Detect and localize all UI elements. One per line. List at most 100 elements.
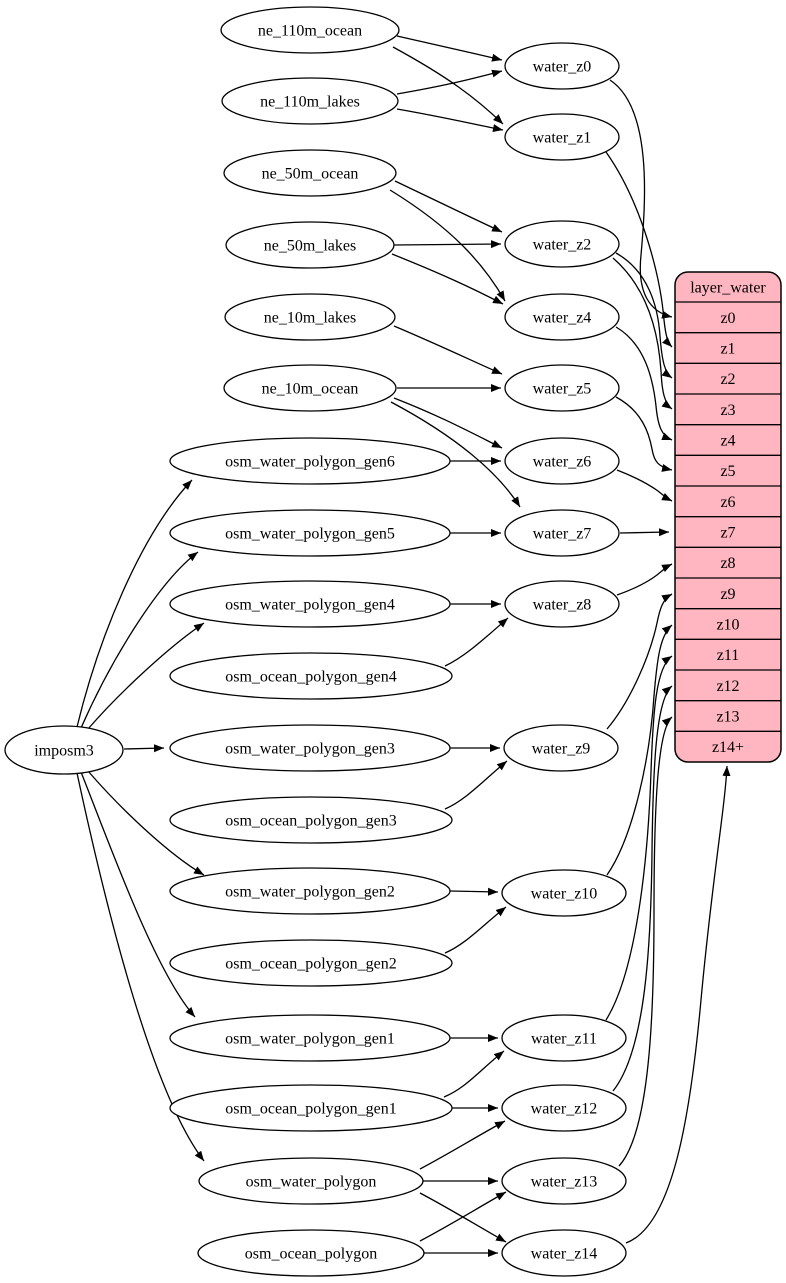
edge-ne_10m_ocean-water_z6 bbox=[393, 397, 503, 449]
node-water_z9-label: water_z9 bbox=[532, 741, 591, 758]
node-water_z0-label: water_z0 bbox=[533, 59, 592, 76]
node-osm_water_polygon_gen2: osm_water_polygon_gen2 bbox=[169, 867, 451, 915]
node-osm_ocean_polygon-label: osm_ocean_polygon bbox=[245, 1246, 377, 1263]
edge-water_z2-layer_water-z3 bbox=[612, 257, 673, 410]
node-osm_ocean_polygon: osm_ocean_polygon bbox=[197, 1229, 425, 1277]
node-osm_ocean_polygon_gen3-label: osm_ocean_polygon_gen3 bbox=[225, 813, 397, 830]
node-osm_water_polygon_gen6-label: osm_water_polygon_gen6 bbox=[225, 454, 395, 471]
table-row-z6: z6 bbox=[720, 494, 735, 511]
node-water_z8-label: water_z8 bbox=[533, 597, 592, 614]
table-layer_water-title: layer_water bbox=[690, 280, 766, 297]
edge-osm_ocean_polygon_gen2-water_z10 bbox=[444, 906, 507, 954]
node-osm_ocean_polygon_gen3: osm_ocean_polygon_gen3 bbox=[169, 796, 453, 844]
node-water_z6-label: water_z6 bbox=[533, 454, 592, 471]
edge-water_z9-layer_water-z9 bbox=[606, 593, 673, 730]
table-layer_water: layer_water z0 z1 z2 z3 z4 z5 z6 z7 z8 z… bbox=[674, 271, 782, 763]
node-ne_50m_lakes: ne_50m_lakes bbox=[225, 221, 395, 269]
node-ne_110m_lakes-label: ne_110m_lakes bbox=[260, 94, 360, 111]
edge-ne_110m_ocean-water_z1 bbox=[392, 46, 504, 125]
node-osm_water_polygon_gen3: osm_water_polygon_gen3 bbox=[169, 724, 451, 772]
edge-ne_10m_lakes-water_z5 bbox=[393, 325, 503, 375]
table-row-z5: z5 bbox=[720, 463, 735, 480]
node-water_z7: water_z7 bbox=[504, 509, 620, 557]
edge-ne_50m_ocean-water_z2 bbox=[394, 180, 503, 233]
node-water_z12: water_z12 bbox=[501, 1084, 627, 1132]
edge-water_z7-layer_water-z7 bbox=[619, 528, 670, 537]
edge-osm_water_polygon_gen2-water_z10 bbox=[449, 887, 499, 896]
node-osm_water_polygon_gen1: osm_water_polygon_gen1 bbox=[169, 1014, 451, 1062]
node-water_z5-label: water_z5 bbox=[533, 381, 592, 398]
node-ne_50m_ocean-label: ne_50m_ocean bbox=[262, 166, 359, 183]
node-osm_ocean_polygon_gen2: osm_ocean_polygon_gen2 bbox=[169, 939, 453, 987]
table-row-z7: z7 bbox=[720, 525, 735, 542]
node-osm_water_polygon_gen4: osm_water_polygon_gen4 bbox=[169, 580, 451, 628]
edge-ne_50m_ocean-water_z4 bbox=[389, 189, 506, 302]
table-row-z10: z10 bbox=[716, 617, 739, 634]
edge-water_z6-layer_water-z6 bbox=[616, 469, 673, 502]
node-osm_water_polygon_gen6: osm_water_polygon_gen6 bbox=[169, 437, 451, 485]
edge-water_z0-layer_water-z0 bbox=[609, 79, 673, 319]
edge-osm_ocean_polygon-water_z13 bbox=[419, 1191, 507, 1242]
edge-osm_ocean_polygon_gen4-water_z8 bbox=[444, 617, 509, 667]
node-water_z13: water_z13 bbox=[501, 1157, 627, 1205]
node-water_z0: water_z0 bbox=[504, 42, 620, 90]
node-water_z2-label: water_z2 bbox=[533, 237, 592, 254]
edge-water_z8-layer_water-z8 bbox=[616, 563, 673, 596]
table-row-z4: z4 bbox=[720, 433, 735, 450]
node-water_z1: water_z1 bbox=[504, 113, 620, 161]
edge-osm_water_polygon-water_z14 bbox=[419, 1192, 507, 1243]
edge-water_z1-layer_water-z1 bbox=[605, 151, 673, 348]
edge-imposm3-osm_water_polygon_gen6 bbox=[76, 479, 193, 728]
node-water_z6: water_z6 bbox=[504, 437, 620, 485]
node-imposm3: imposm3 bbox=[4, 725, 124, 775]
table-row-z2: z2 bbox=[720, 371, 735, 388]
node-ne_50m_lakes-label: ne_50m_lakes bbox=[264, 238, 356, 255]
table-row-z11: z11 bbox=[717, 647, 740, 664]
node-imposm3-label: imposm3 bbox=[34, 743, 94, 760]
node-ne_110m_ocean: ne_110m_ocean bbox=[220, 6, 400, 54]
node-ne_110m_ocean-label: ne_110m_ocean bbox=[258, 23, 362, 40]
nodes-layer: ne_110m_ocean ne_110m_lakes ne_50m_ocean… bbox=[4, 6, 627, 1277]
edge-water_z13-layer_water-z13 bbox=[618, 716, 673, 1167]
edge-water_z12-layer_water-z12 bbox=[612, 685, 673, 1092]
node-osm_ocean_polygon_gen2-label: osm_ocean_polygon_gen2 bbox=[225, 956, 397, 973]
table-row-z8: z8 bbox=[720, 555, 735, 572]
edge-imposm3-osm_water_polygon_gen5 bbox=[80, 551, 199, 729]
edge-osm_ocean_polygon_gen1-water_z11 bbox=[443, 1050, 505, 1098]
node-osm_water_polygon_gen4-label: osm_water_polygon_gen4 bbox=[225, 597, 395, 614]
edge-water_z2-layer_water-z2 bbox=[615, 252, 673, 379]
node-water_z9: water_z9 bbox=[503, 724, 619, 772]
node-water_z14: water_z14 bbox=[501, 1229, 627, 1277]
node-osm_ocean_polygon_gen1: osm_ocean_polygon_gen1 bbox=[169, 1084, 453, 1132]
edge-ne_110m_lakes-water_z1 bbox=[396, 108, 504, 132]
node-ne_10m_ocean-label: ne_10m_ocean bbox=[262, 381, 359, 398]
node-water_z5: water_z5 bbox=[504, 364, 620, 412]
edge-ne_50m_lakes-water_z4 bbox=[391, 253, 504, 305]
node-osm_ocean_polygon_gen4: osm_ocean_polygon_gen4 bbox=[169, 652, 453, 700]
node-water_z11-label: water_z11 bbox=[531, 1031, 597, 1048]
edge-ne_10m_ocean-water_z7 bbox=[390, 401, 521, 508]
edge-water_z11-layer_water-z11 bbox=[605, 655, 673, 1021]
node-osm_water_polygon: osm_water_polygon bbox=[198, 1157, 424, 1205]
table-row-z14plus: z14+ bbox=[712, 739, 744, 756]
edge-ne_50m_lakes-water_z2 bbox=[393, 240, 502, 249]
table-row-z3: z3 bbox=[720, 402, 735, 419]
node-osm_water_polygon_gen3-label: osm_water_polygon_gen3 bbox=[225, 741, 395, 758]
edge-water_z5-layer_water-z5 bbox=[615, 396, 673, 472]
node-osm_water_polygon_gen5-label: osm_water_polygon_gen5 bbox=[225, 526, 395, 543]
edge-water_z10-layer_water-z10 bbox=[606, 624, 673, 876]
node-water_z1-label: water_z1 bbox=[533, 130, 592, 147]
node-water_z8: water_z8 bbox=[504, 580, 620, 628]
table-row-z1: z1 bbox=[720, 341, 735, 358]
node-ne_110m_lakes: ne_110m_lakes bbox=[221, 77, 399, 125]
edge-water_z14-layer_water-z14plus bbox=[625, 765, 731, 1244]
edge-water_z4-layer_water-z4 bbox=[615, 326, 673, 441]
edge-imposm3-osm_water_polygon_gen2 bbox=[87, 770, 205, 876]
table-row-z0: z0 bbox=[720, 310, 735, 327]
table-row-z13: z13 bbox=[716, 709, 739, 726]
node-osm_water_polygon-label: osm_water_polygon bbox=[246, 1174, 377, 1191]
node-water_z10-label: water_z10 bbox=[531, 886, 598, 903]
node-ne_10m_lakes: ne_10m_lakes bbox=[224, 293, 396, 341]
node-water_z4-label: water_z4 bbox=[533, 310, 592, 327]
